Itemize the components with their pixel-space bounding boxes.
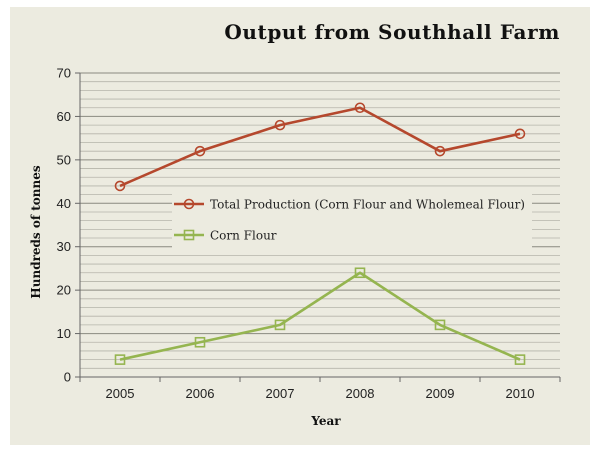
x-tick-label: 2005 (106, 386, 135, 401)
y-tick-label: 10 (57, 326, 71, 341)
chart-title: Output from Southhall Farm (224, 20, 560, 44)
x-tick-label: 2008 (346, 386, 375, 401)
y-tick-label: 40 (57, 196, 71, 211)
data-point (514, 354, 526, 365)
legend-item-2: Corn Flour (174, 229, 277, 243)
data-point (274, 119, 286, 131)
x-tick-labels: 2005 2006 2007 2008 2009 2010 (106, 386, 535, 401)
x-tick-label: 2007 (266, 386, 295, 401)
y-tick-label: 0 (64, 370, 71, 385)
data-point (514, 128, 526, 140)
data-point (434, 145, 446, 157)
data-point (274, 319, 286, 331)
y-tick-label: 50 (57, 152, 71, 167)
data-point (194, 145, 206, 157)
x-axis-label: Year (310, 414, 341, 428)
data-point (194, 336, 206, 348)
y-tick-label: 30 (57, 239, 71, 254)
legend-marker (183, 198, 195, 210)
y-tick-label: 60 (57, 109, 71, 124)
data-point (354, 102, 366, 114)
axes (75, 72, 561, 382)
y-tick-label: 20 (57, 283, 71, 298)
y-axis-label: Hundreds of tonnes (29, 165, 43, 298)
x-tick-label: 2010 (506, 386, 535, 401)
y-tick-labels: 0 10 20 30 40 50 60 70 (57, 66, 71, 385)
x-tick-label: 2006 (186, 386, 215, 401)
y-tick-label: 70 (57, 66, 71, 81)
data-point (434, 319, 446, 331)
series-2 (114, 267, 526, 365)
data-point (114, 354, 126, 365)
series-line (119, 271, 521, 361)
legend-label: Total Production (Corn Flour and Wholeme… (210, 198, 525, 212)
series (114, 102, 526, 365)
legend: Total Production (Corn Flour and Wholeme… (174, 198, 525, 243)
x-tick-label: 2009 (426, 386, 455, 401)
chart-frame: Output from Southhall Farm 0 10 20 30 40 50 60… (10, 7, 590, 445)
line-chart: Output from Southhall Farm 0 10 20 30 40 50 60… (29, 20, 561, 428)
legend-label: Corn Flour (210, 229, 277, 243)
series-1 (114, 102, 526, 192)
series-line (119, 106, 521, 188)
legend-background (172, 191, 532, 251)
data-point (114, 180, 126, 192)
data-point (354, 267, 366, 279)
legend-item-1: Total Production (Corn Flour and Wholeme… (174, 198, 525, 212)
legend-marker (183, 229, 195, 241)
